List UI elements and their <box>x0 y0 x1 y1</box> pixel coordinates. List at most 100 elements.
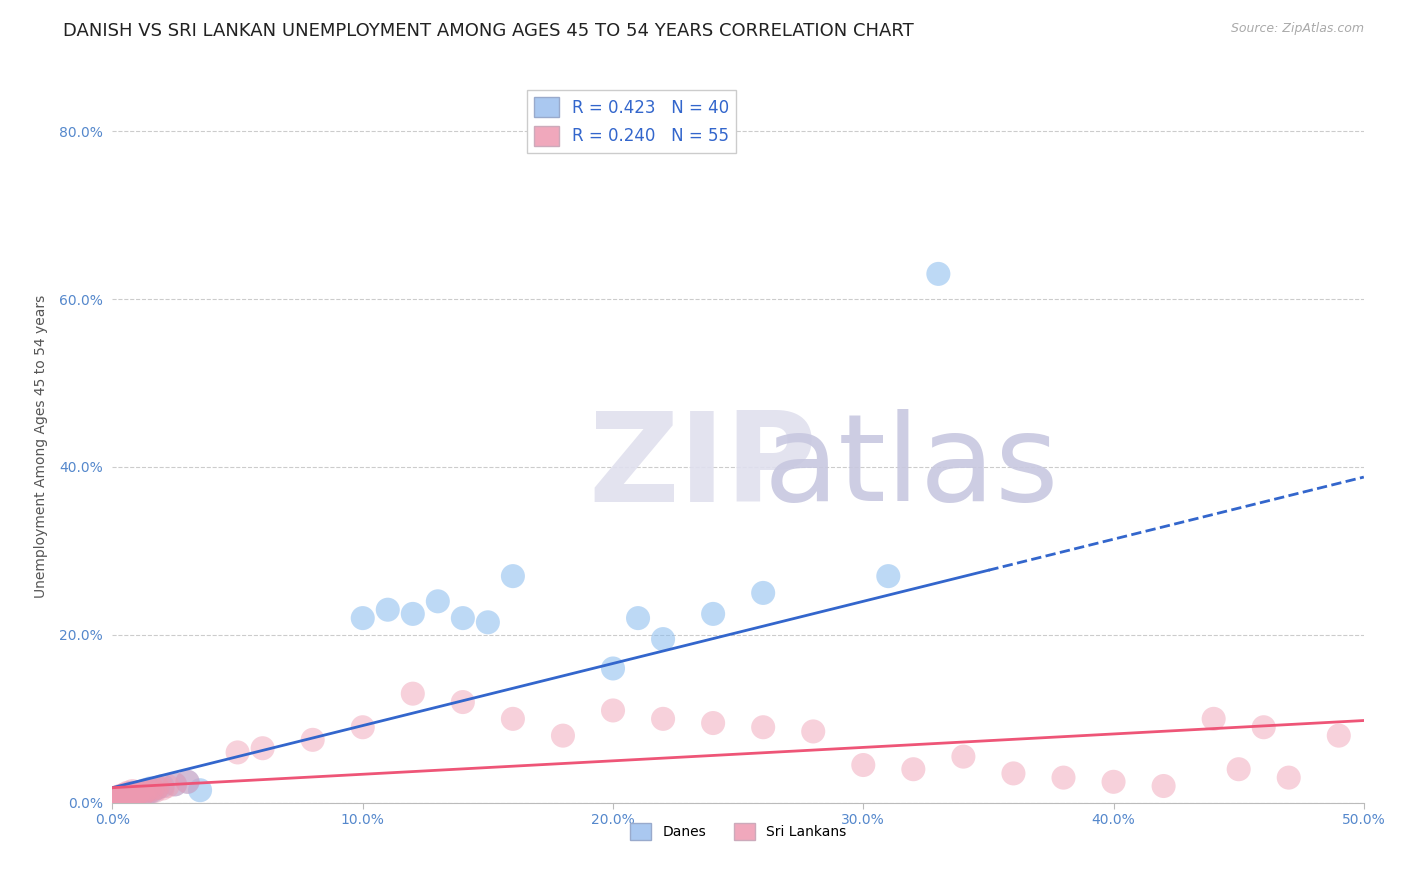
Point <box>752 586 775 600</box>
Point <box>134 786 156 800</box>
Point <box>1052 771 1074 785</box>
Point <box>451 611 474 625</box>
Point <box>117 790 139 805</box>
Point <box>104 791 127 805</box>
Point <box>1102 774 1125 789</box>
Point <box>118 788 141 802</box>
Point <box>121 786 143 800</box>
Point <box>117 789 139 804</box>
Point <box>163 777 186 791</box>
Point <box>127 787 149 801</box>
Point <box>108 793 131 807</box>
Point <box>1153 779 1175 793</box>
Point <box>111 789 134 803</box>
Point <box>143 784 166 798</box>
Point <box>1253 720 1275 734</box>
Point <box>1202 712 1225 726</box>
Text: DANISH VS SRI LANKAN UNEMPLOYMENT AMONG AGES 45 TO 54 YEARS CORRELATION CHART: DANISH VS SRI LANKAN UNEMPLOYMENT AMONG … <box>63 22 914 40</box>
Point <box>477 615 499 630</box>
Point <box>124 789 146 803</box>
Point <box>139 781 162 796</box>
Point <box>903 762 925 776</box>
Point <box>141 782 163 797</box>
Point <box>118 789 141 803</box>
Point <box>156 779 179 793</box>
Point <box>121 790 143 805</box>
Point <box>426 594 449 608</box>
Point <box>502 569 524 583</box>
Point <box>141 784 163 798</box>
Point <box>226 746 249 760</box>
Point <box>852 758 875 772</box>
Point <box>627 611 650 625</box>
Point <box>502 712 524 726</box>
Point <box>121 784 143 798</box>
Point <box>111 791 134 805</box>
Point <box>188 783 211 797</box>
Legend: Danes, Sri Lankans: Danes, Sri Lankans <box>624 818 852 846</box>
Point <box>952 749 974 764</box>
Point <box>152 781 174 796</box>
Point <box>801 724 824 739</box>
Point <box>108 789 131 803</box>
Point <box>129 785 152 799</box>
Point <box>352 720 374 734</box>
Point <box>136 783 159 797</box>
Point <box>551 729 574 743</box>
Point <box>114 791 136 805</box>
Point <box>402 687 425 701</box>
Point <box>146 780 169 795</box>
Point <box>131 788 153 802</box>
Point <box>402 607 425 621</box>
Point <box>134 783 156 797</box>
Point <box>163 777 186 791</box>
Point <box>652 712 675 726</box>
Point <box>107 792 129 806</box>
Point <box>136 786 159 800</box>
Text: Source: ZipAtlas.com: Source: ZipAtlas.com <box>1230 22 1364 36</box>
Point <box>114 789 136 804</box>
Point <box>252 741 274 756</box>
Point <box>114 788 136 802</box>
Point <box>752 720 775 734</box>
Point <box>877 569 900 583</box>
Text: ZIP: ZIP <box>588 407 817 528</box>
Point <box>131 788 153 802</box>
Point <box>107 791 129 805</box>
Point <box>104 793 127 807</box>
Point <box>301 732 323 747</box>
Point <box>124 789 146 803</box>
Point <box>118 788 141 802</box>
Point <box>1002 766 1025 780</box>
Point <box>377 603 399 617</box>
Point <box>129 785 152 799</box>
Point <box>602 703 624 717</box>
Point <box>702 716 724 731</box>
Point <box>118 789 141 803</box>
Point <box>111 790 134 805</box>
Point <box>111 789 134 803</box>
Point <box>117 786 139 800</box>
Point <box>108 790 131 805</box>
Point <box>107 789 129 804</box>
Y-axis label: Unemployment Among Ages 45 to 54 years: Unemployment Among Ages 45 to 54 years <box>34 294 48 598</box>
Point <box>1278 771 1301 785</box>
Point <box>176 774 198 789</box>
Point <box>1227 762 1250 776</box>
Point <box>352 611 374 625</box>
Point <box>127 787 149 801</box>
Point <box>176 774 198 789</box>
Point <box>114 792 136 806</box>
Point <box>702 607 724 621</box>
Point <box>602 661 624 675</box>
Point <box>1327 729 1350 743</box>
Point <box>146 780 169 795</box>
Point <box>152 779 174 793</box>
Point <box>451 695 474 709</box>
Point <box>108 791 131 805</box>
Point <box>104 793 127 807</box>
Point <box>652 632 675 646</box>
Point <box>139 785 162 799</box>
Point <box>927 267 949 281</box>
Point <box>107 792 129 806</box>
